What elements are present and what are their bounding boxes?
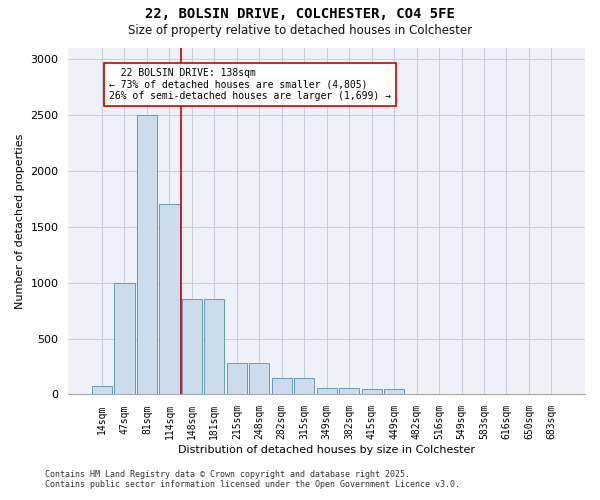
Bar — [115, 282, 134, 395]
Bar — [294, 378, 314, 394]
Text: 22, BOLSIN DRIVE, COLCHESTER, CO4 5FE: 22, BOLSIN DRIVE, COLCHESTER, CO4 5FE — [145, 8, 455, 22]
Bar — [182, 300, 202, 394]
Text: Contains HM Land Registry data © Crown copyright and database right 2025.
Contai: Contains HM Land Registry data © Crown c… — [45, 470, 460, 489]
Text: Size of property relative to detached houses in Colchester: Size of property relative to detached ho… — [128, 24, 472, 37]
X-axis label: Distribution of detached houses by size in Colchester: Distribution of detached houses by size … — [178, 445, 475, 455]
Bar — [272, 378, 292, 394]
Text: 22 BOLSIN DRIVE: 138sqm
← 73% of detached houses are smaller (4,805)
26% of semi: 22 BOLSIN DRIVE: 138sqm ← 73% of detache… — [109, 68, 391, 101]
Bar — [204, 300, 224, 394]
Bar — [92, 386, 112, 394]
Bar — [339, 388, 359, 394]
Bar — [159, 204, 179, 394]
Bar — [362, 389, 382, 394]
Bar — [227, 363, 247, 394]
Bar — [317, 388, 337, 394]
Y-axis label: Number of detached properties: Number of detached properties — [15, 134, 25, 308]
Bar — [249, 363, 269, 394]
Bar — [137, 114, 157, 394]
Bar — [384, 389, 404, 394]
